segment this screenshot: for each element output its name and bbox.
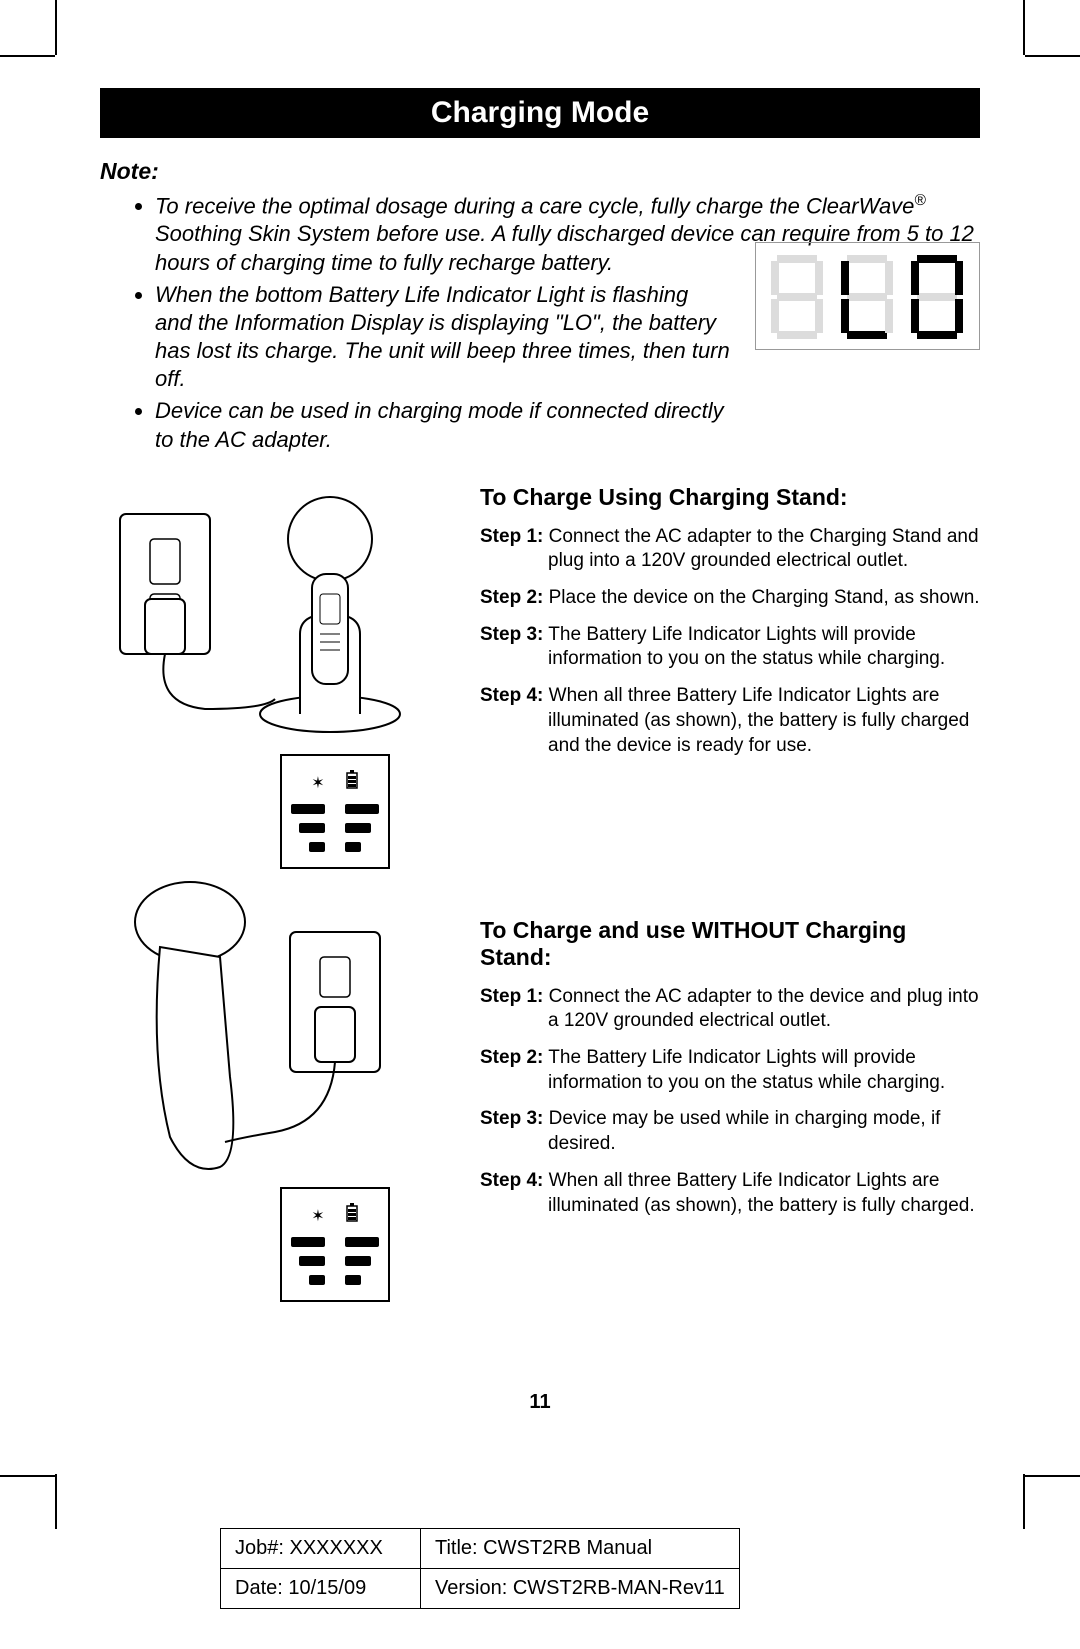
- figure-charging-stand: [100, 484, 420, 744]
- step-text: Connect the AC adapter to the device and…: [543, 986, 978, 1032]
- indicator-row: [309, 842, 361, 852]
- charge-with-stand-section: ✶ To Charge Using Charging Stand: Step 1…: [100, 484, 980, 869]
- indicator-row: ✶: [311, 1203, 358, 1228]
- section-header: Charging Mode: [100, 88, 980, 138]
- charge-without-stand-section: ✶ To Charge and use WITHOUT Charging Sta…: [100, 877, 980, 1302]
- indicator-row: [299, 823, 371, 833]
- step-label: Step 4:: [480, 685, 543, 706]
- text-column: To Charge Using Charging Stand: Step 1: …: [480, 484, 980, 869]
- step: Step 3: Device may be used while in char…: [480, 1107, 980, 1156]
- indicator-row: ✶: [311, 770, 358, 795]
- step-text: The Battery Life Indicator Lights will p…: [543, 1047, 945, 1093]
- battery-icon: [345, 1203, 359, 1228]
- step: Step 4: When all three Battery Life Indi…: [480, 1169, 980, 1218]
- figure-column: ✶: [100, 877, 460, 1302]
- step-label: Step 2:: [480, 1047, 543, 1068]
- note-text: Device can be used in charging mode if c…: [155, 397, 980, 453]
- figure-direct-charge: [100, 877, 420, 1177]
- crop-mark: [55, 1474, 57, 1529]
- sun-icon: ✶: [311, 773, 324, 793]
- step-text: The Battery Life Indicator Lights will p…: [543, 624, 945, 670]
- note-text: To receive the optimal dosage during a c…: [155, 193, 914, 218]
- step-label: Step 3:: [480, 624, 543, 645]
- footer-job: Job#: XXXXXXX: [221, 1529, 421, 1569]
- step: Step 1: Connect the AC adapter to the de…: [480, 985, 980, 1034]
- crop-mark: [1025, 55, 1080, 57]
- note-label: Note:: [100, 158, 980, 185]
- step-label: Step 4:: [480, 1170, 543, 1191]
- figure-column: ✶: [100, 484, 460, 869]
- step-label: Step 1:: [480, 526, 543, 547]
- note-item: Device can be used in charging mode if c…: [155, 397, 980, 453]
- step-text: When all three Battery Life Indicator Li…: [543, 1170, 974, 1216]
- step: Step 4: When all three Battery Life Indi…: [480, 684, 980, 758]
- battery-icon: [345, 770, 359, 795]
- table-row: Date: 10/15/09 Version: CWST2RB-MAN-Rev1…: [221, 1569, 740, 1609]
- indicator-row: [299, 1256, 371, 1266]
- battery-indicator-diagram: ✶: [280, 1187, 390, 1302]
- crop-mark: [0, 1475, 55, 1477]
- footer-title: Title: CWST2RB Manual: [421, 1529, 740, 1569]
- indicator-row: [291, 804, 379, 814]
- step: Step 1: Connect the AC adapter to the Ch…: [480, 525, 980, 574]
- crop-mark: [1025, 1475, 1080, 1477]
- step-label: Step 1:: [480, 986, 543, 1007]
- step: Step 3: The Battery Life Indicator Light…: [480, 623, 980, 672]
- indicator-row: [309, 1275, 361, 1285]
- step-label: Step 3:: [480, 1108, 543, 1129]
- step-text: Connect the AC adapter to the Charging S…: [543, 526, 978, 572]
- registered-mark: ®: [914, 192, 925, 209]
- table-row: Job#: XXXXXXX Title: CWST2RB Manual: [221, 1529, 740, 1569]
- subsection-heading: To Charge and use WITHOUT Charging Stand…: [480, 917, 980, 971]
- crop-mark: [1023, 0, 1025, 55]
- subsection-heading: To Charge Using Charging Stand:: [480, 484, 980, 511]
- footer-version: Version: CWST2RB-MAN-Rev11: [421, 1569, 740, 1609]
- step-text: Device may be used while in charging mod…: [543, 1108, 940, 1154]
- crop-mark: [55, 0, 57, 55]
- lo-display: [755, 242, 980, 350]
- print-footer-table: Job#: XXXXXXX Title: CWST2RB Manual Date…: [220, 1528, 740, 1609]
- footer-date: Date: 10/15/09: [221, 1569, 421, 1609]
- text-column: To Charge and use WITHOUT Charging Stand…: [480, 877, 980, 1302]
- step: Step 2: Place the device on the Charging…: [480, 586, 980, 611]
- battery-indicator-diagram: ✶: [280, 754, 390, 869]
- step: Step 2: The Battery Life Indicator Light…: [480, 1046, 980, 1095]
- crop-mark: [0, 55, 55, 57]
- page-number: 11: [0, 1391, 1080, 1414]
- step-label: Step 2:: [480, 587, 543, 608]
- indicator-row: [291, 1237, 379, 1247]
- crop-mark: [1023, 1474, 1025, 1529]
- step-text: Place the device on the Charging Stand, …: [543, 587, 979, 608]
- seven-segment-svg: [756, 243, 981, 351]
- step-text: When all three Battery Life Indicator Li…: [543, 685, 969, 755]
- sun-icon: ✶: [311, 1206, 324, 1226]
- note-block: Note: To receive the optimal dosage duri…: [100, 158, 980, 454]
